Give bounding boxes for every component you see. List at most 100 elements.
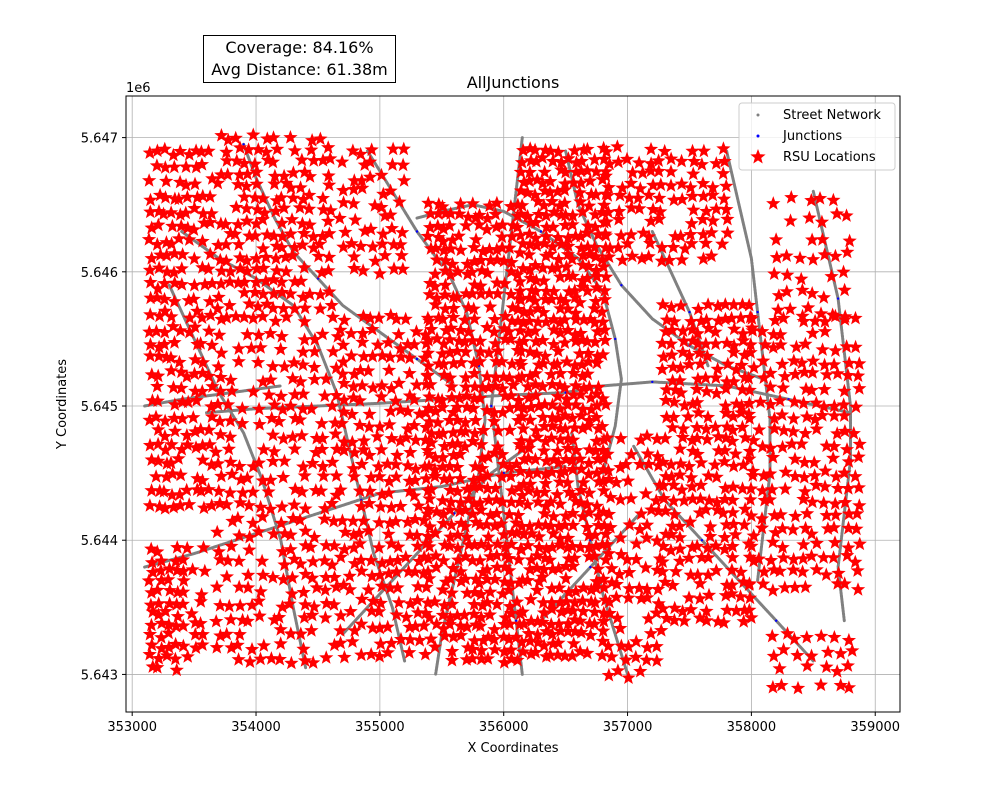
rsu-star [840,368,856,382]
rsu-star [817,324,833,338]
rsu-star [445,596,460,611]
rsu-star [419,471,434,485]
rsu-star [545,239,560,253]
rsu-star [374,389,389,403]
rsu-star [582,485,597,500]
rsu-star [619,151,635,166]
rsu-star [639,652,654,667]
rsu-star [154,553,169,568]
rsu-star [849,506,865,520]
rsu-star [513,323,528,337]
rsu-star [553,623,568,638]
rsu-star [193,422,208,436]
rsu-star [265,453,281,468]
rsu-star [718,405,734,420]
rsu-star [251,401,267,416]
rsu-star [565,487,580,502]
rsu-star [514,357,529,372]
rsu-star [303,539,318,554]
rsu-star [268,313,283,328]
rsu-star [568,333,583,348]
rsu-star [589,433,604,448]
rsu-star [489,219,504,234]
rsu-star [301,201,317,216]
rsu-star [374,578,389,593]
rsu-star [755,324,770,338]
rsu-star [725,550,740,564]
rsu-star [805,365,820,379]
rsu-star [557,648,573,663]
rsu-star [767,508,782,522]
rsu-star [807,455,822,469]
rsu-star [673,456,688,470]
rsu-star [326,513,341,528]
rsu-star [599,144,614,158]
rsu-star [242,654,258,668]
rsu-star [250,299,266,313]
rsu-star [375,555,390,570]
rsu-star [557,195,572,210]
rsu-star [298,501,313,515]
rsu-star [690,431,705,445]
y-tick-label: 5.644 [81,534,118,549]
rsu-star [419,536,434,550]
rsu-star [506,377,521,392]
rsu-star [581,345,596,360]
rsu-star [344,326,359,340]
rsu-star [430,218,445,233]
rsu-star [436,336,451,351]
rsu-star [194,157,210,171]
rsu-star [601,204,616,219]
rsu-star [589,280,604,294]
rsu-star [613,620,628,635]
rsu-star [176,638,191,653]
rsu-star [643,626,659,640]
rsu-star [152,260,167,275]
rsu-star [603,520,618,534]
rsu-star [711,429,726,443]
rsu-star [613,431,628,445]
rsu-star [828,343,843,357]
rsu-star [453,471,468,485]
rsu-star [510,301,526,316]
rsu-star [620,236,635,250]
rsu-star [230,637,245,652]
rsu-star [634,591,649,605]
rsu-star [255,567,271,582]
rsu-star [488,336,503,350]
rsu-star [490,559,505,574]
rsu-star [487,571,503,586]
rsu-star [419,579,434,594]
rsu-star [181,394,196,409]
rsu-star [709,469,724,484]
rsu-star [498,610,513,624]
rsu-star [145,604,160,618]
rsu-star [275,229,290,243]
rsu-star [523,344,538,359]
rsu-star [496,527,511,541]
rsu-star [691,301,706,316]
rsu-star [553,325,568,339]
rsu-star [530,429,545,444]
rsu-star [672,530,688,544]
rsu-star [466,301,481,316]
rsu-star [322,249,337,264]
rsu-star [302,187,317,202]
rsu-star [321,263,336,277]
rsu-star [488,480,503,495]
rsu-star [814,214,830,229]
rsu-star [256,260,271,275]
rsu-star [321,168,336,182]
rsu-star [324,557,340,572]
rsu-star [589,574,604,588]
rsu-star [487,414,502,428]
rsu-star [725,539,740,553]
rsu-star [173,498,188,512]
rsu-star [742,382,757,397]
rsu-star [373,636,388,651]
rsu-star [187,319,203,334]
rsu-star [282,596,297,611]
rsu-star [701,321,716,335]
rsu-star [672,373,687,387]
rsu-star [202,189,218,203]
